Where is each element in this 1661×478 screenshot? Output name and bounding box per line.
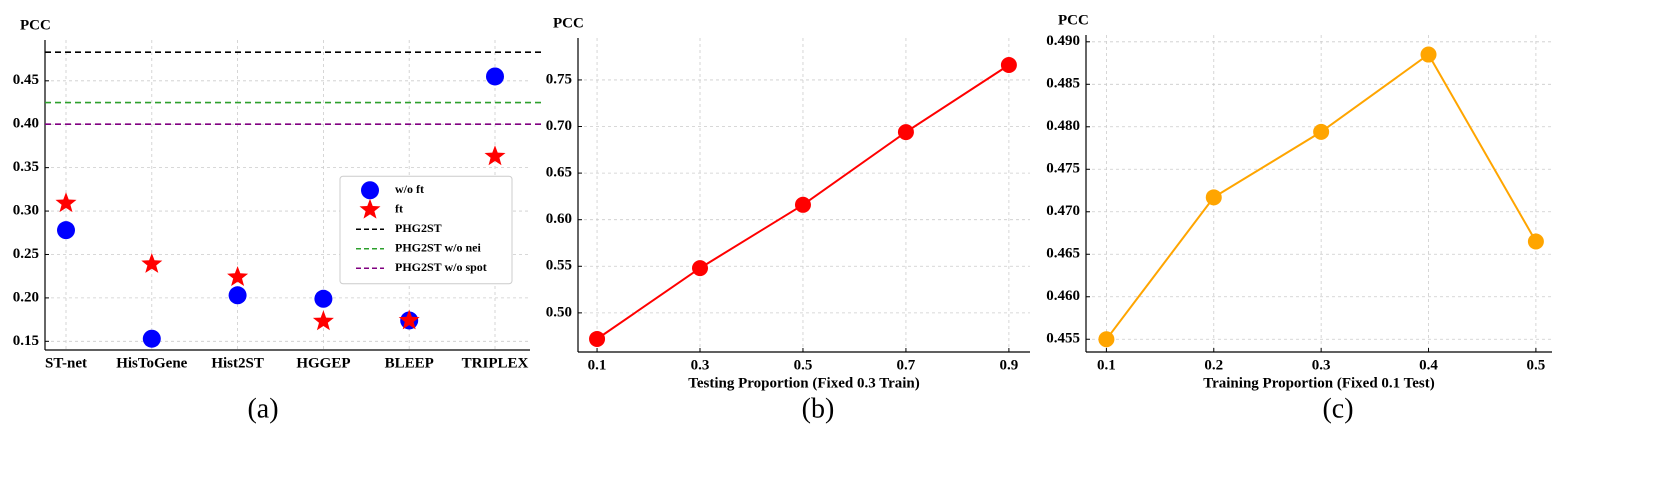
point xyxy=(589,330,606,347)
x-tick-label: 0.1 xyxy=(1097,357,1116,373)
legend-label: ft xyxy=(395,202,403,216)
legend-label: PHG2ST xyxy=(395,221,442,235)
x-tick-label: HGGEP xyxy=(296,355,350,371)
y-tick-label: 0.455 xyxy=(1046,331,1080,347)
caption: (c) xyxy=(1322,393,1353,424)
point xyxy=(227,266,249,286)
y-tick-label: 0.55 xyxy=(546,258,572,274)
legend-box xyxy=(339,175,513,285)
point xyxy=(692,260,709,277)
point xyxy=(228,286,247,305)
y-tick-label: 0.65 xyxy=(546,165,572,181)
legend-marker xyxy=(361,181,379,200)
y-tick-label: 0.20 xyxy=(13,289,39,305)
point xyxy=(142,329,161,348)
x-tick-label: 0.1 xyxy=(588,357,607,373)
point xyxy=(312,310,334,331)
y-tick-label: 0.60 xyxy=(546,211,572,227)
y-axis-label: PCC xyxy=(553,15,584,31)
legend-label: w/o ft xyxy=(395,182,424,196)
y-tick-label: 0.465 xyxy=(1046,246,1080,262)
y-tick-label: 0.30 xyxy=(13,203,39,219)
point xyxy=(486,67,504,86)
point xyxy=(57,221,75,240)
point xyxy=(1000,57,1017,74)
y-tick-label: 0.460 xyxy=(1046,288,1080,304)
panel: 0.50 0.55 0.60 0.65 0.70 0.75 PCC (b) 0.1 0.3 0.5 0… xyxy=(546,15,1030,424)
y-tick-label: 0.490 xyxy=(1046,33,1080,49)
y-tick-label: 0.485 xyxy=(1046,76,1080,92)
caption: (b) xyxy=(802,393,835,424)
y-tick-label: 0.40 xyxy=(13,116,39,132)
x-tick-label: 0.4 xyxy=(1419,357,1438,373)
legend-marker xyxy=(359,198,381,219)
y-tick-label: 0.45 xyxy=(13,72,39,88)
point xyxy=(398,309,420,330)
y-tick-label: 0.15 xyxy=(13,333,39,349)
y-axis-label: PCC xyxy=(20,17,51,33)
panel: 0.15 0.20 0.25 0.30 0.35 0.40 0.45 PCC (a) ST-net… xyxy=(13,17,542,424)
point xyxy=(1420,46,1437,63)
point xyxy=(484,145,506,166)
y-axis-label: PCC xyxy=(1058,12,1089,28)
x-tick-label: TRIPLEX xyxy=(462,355,529,371)
y-tick-label: 0.35 xyxy=(13,159,39,175)
y-tick-label: 0.70 xyxy=(546,118,572,134)
panel: 0.455 0.460 0.465 0.470 0.475 0.480 0.485 0.490… xyxy=(1046,12,1552,424)
point xyxy=(141,253,163,273)
x-tick-label: Hist2ST xyxy=(211,355,264,371)
x-tick-label: 0.5 xyxy=(1527,357,1546,373)
x-axis-label: Training Proportion (Fixed 0.1 Test) xyxy=(1203,375,1435,391)
point xyxy=(1098,331,1115,348)
y-tick-label: 0.470 xyxy=(1046,203,1080,219)
y-tick-label: 0.75 xyxy=(546,71,572,87)
y-tick-label: 0.475 xyxy=(1046,161,1080,177)
point xyxy=(1205,189,1222,206)
y-tick-label: 0.25 xyxy=(13,246,39,262)
point xyxy=(55,192,77,213)
point xyxy=(897,124,914,141)
caption: (a) xyxy=(247,393,278,424)
point xyxy=(314,289,333,308)
x-tick-label: 0.9 xyxy=(1000,357,1019,373)
x-tick-label: 0.5 xyxy=(794,357,813,373)
legend-label: PHG2ST w/o spot xyxy=(395,260,487,274)
x-tick-label: 0.3 xyxy=(691,357,710,373)
x-tick-label: HisToGene xyxy=(116,355,187,371)
x-axis-label: Testing Proportion (Fixed 0.3 Train) xyxy=(688,375,920,391)
x-tick-label: ST-net xyxy=(45,355,87,371)
x-tick-label: 0.3 xyxy=(1312,357,1331,373)
point xyxy=(1313,123,1330,140)
x-tick-label: BLEEP xyxy=(385,355,434,371)
legend-label: PHG2ST w/o nei xyxy=(395,241,481,255)
point xyxy=(794,196,811,213)
y-tick-label: 0.50 xyxy=(546,304,572,320)
point xyxy=(1527,233,1544,250)
x-tick-label: 0.2 xyxy=(1204,357,1223,373)
y-tick-label: 0.480 xyxy=(1046,118,1080,134)
x-tick-label: 0.7 xyxy=(897,357,916,373)
